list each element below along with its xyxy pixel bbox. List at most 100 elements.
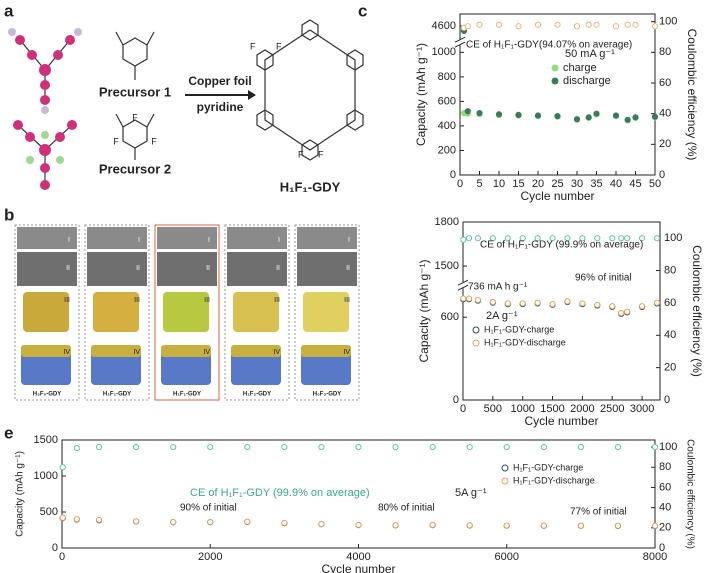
roman-label: IV bbox=[63, 349, 70, 356]
data-point bbox=[585, 114, 592, 121]
data-point bbox=[651, 23, 659, 30]
reagent-label: Copper foil bbox=[188, 74, 251, 88]
x-tick-label: 500 bbox=[484, 403, 502, 415]
data-point bbox=[624, 235, 631, 242]
x-tick-label: 15 bbox=[512, 178, 524, 190]
y-tick-label: 0 bbox=[52, 542, 58, 554]
data-point bbox=[564, 235, 571, 242]
legend-marker bbox=[551, 64, 559, 72]
x-tick-label: 1500 bbox=[540, 403, 564, 415]
data-point bbox=[466, 522, 473, 529]
annotation: 80% of initial bbox=[378, 503, 435, 514]
y-tick-label: 200 bbox=[438, 144, 456, 156]
x-tick-label: 6000 bbox=[495, 551, 519, 563]
data-point bbox=[392, 522, 399, 529]
x-tick-label: 1000 bbox=[510, 403, 534, 415]
data-point bbox=[489, 298, 496, 306]
precursor-structure-1 bbox=[115, 31, 155, 80]
panel-label: b bbox=[4, 205, 14, 224]
roman-label: I bbox=[278, 237, 280, 244]
data-point bbox=[612, 112, 620, 119]
sem-image bbox=[87, 252, 147, 286]
y-tick-label: 4600 bbox=[432, 20, 456, 32]
sem-image bbox=[87, 227, 147, 249]
model-top bbox=[303, 292, 349, 332]
data-point bbox=[59, 514, 66, 521]
axis-break-mark bbox=[457, 279, 469, 286]
data-point bbox=[429, 443, 436, 451]
plot-frame bbox=[459, 13, 656, 176]
y2-tick-label: 0 bbox=[664, 394, 670, 406]
legend-label: H₁F₁-GDY-charge bbox=[484, 324, 554, 334]
data-point bbox=[594, 235, 601, 242]
legend-label: H₁F₁-GDY-discharge bbox=[513, 475, 595, 485]
data-point bbox=[573, 116, 581, 123]
sample-label: H₁F₂-GDY bbox=[243, 392, 271, 398]
data-point bbox=[170, 518, 177, 526]
data-point bbox=[573, 23, 581, 30]
y2-axis-label: Coulombic efficiency (%) bbox=[685, 29, 699, 161]
x-tick-label: 25 bbox=[551, 178, 563, 190]
y2-tick-label: 20 bbox=[664, 362, 676, 374]
sem-image bbox=[157, 227, 217, 249]
y2-tick-label: 20 bbox=[659, 522, 671, 534]
sem-image bbox=[17, 252, 77, 286]
y2-axis-label: Coulombic efficiency (%) bbox=[690, 245, 704, 377]
data-point bbox=[489, 235, 496, 242]
model-bottom-top bbox=[21, 345, 71, 357]
data-point bbox=[554, 113, 561, 120]
data-point bbox=[474, 296, 482, 304]
data-point bbox=[579, 235, 586, 242]
x-tick-label: 20 bbox=[532, 178, 544, 190]
data-point bbox=[609, 303, 616, 310]
data-point bbox=[95, 516, 103, 524]
data-point bbox=[534, 112, 542, 119]
data-point bbox=[593, 110, 600, 117]
sem-panels: IIIIIIIVH₃F₀-GDYIIIIIIIVH₂F₁-GDYIIIIIIIV… bbox=[14, 224, 360, 401]
roman-label: III bbox=[274, 297, 280, 304]
data-point bbox=[281, 443, 288, 451]
x-tick-label: 35 bbox=[590, 178, 602, 190]
x-axis-label: Cycle number bbox=[520, 189, 594, 203]
model-bottom-top bbox=[91, 345, 141, 357]
data-point bbox=[460, 236, 467, 243]
roman-label: III bbox=[344, 297, 350, 304]
plot-frame bbox=[462, 221, 661, 401]
y-tick-label: 1500 bbox=[435, 260, 459, 272]
y-tick-label: 1800 bbox=[435, 216, 459, 228]
sem-image bbox=[297, 227, 357, 249]
sem-image bbox=[227, 227, 287, 249]
data-point bbox=[73, 516, 80, 523]
sample-label: H₀F₃-GDY bbox=[313, 392, 341, 398]
y2-tick-label: 0 bbox=[659, 169, 665, 181]
model-bottom-top bbox=[301, 345, 351, 357]
legend-marker bbox=[472, 326, 480, 334]
y-tick-label: 1000 bbox=[432, 46, 456, 58]
roman-label: III bbox=[204, 297, 210, 304]
roman-label: II bbox=[206, 265, 210, 272]
data-point bbox=[577, 522, 584, 529]
data-point bbox=[585, 21, 592, 28]
x-tick-label: 4000 bbox=[346, 551, 370, 563]
roman-label: II bbox=[136, 265, 140, 272]
data-point bbox=[318, 520, 325, 528]
annotation: 90% of initial bbox=[180, 503, 237, 514]
y2-tick-label: 100 bbox=[659, 16, 677, 28]
data-point bbox=[612, 23, 620, 30]
data-point bbox=[564, 298, 571, 305]
roman-label: IV bbox=[273, 349, 280, 356]
data-point bbox=[638, 235, 646, 242]
y-axis-label: Capacity (mAh g⁻¹) bbox=[417, 259, 431, 362]
roman-label: I bbox=[68, 237, 70, 244]
data-point bbox=[624, 21, 631, 28]
sem-image bbox=[17, 227, 77, 249]
model-top bbox=[23, 292, 69, 332]
y-tick-label: 500 bbox=[40, 506, 58, 518]
data-point bbox=[281, 519, 288, 527]
data-point bbox=[465, 295, 473, 302]
reaction-arrow-head bbox=[248, 90, 256, 100]
y2-tick-label: 60 bbox=[664, 297, 676, 309]
data-point bbox=[515, 23, 522, 30]
data-point bbox=[95, 443, 103, 451]
data-point bbox=[466, 443, 473, 451]
